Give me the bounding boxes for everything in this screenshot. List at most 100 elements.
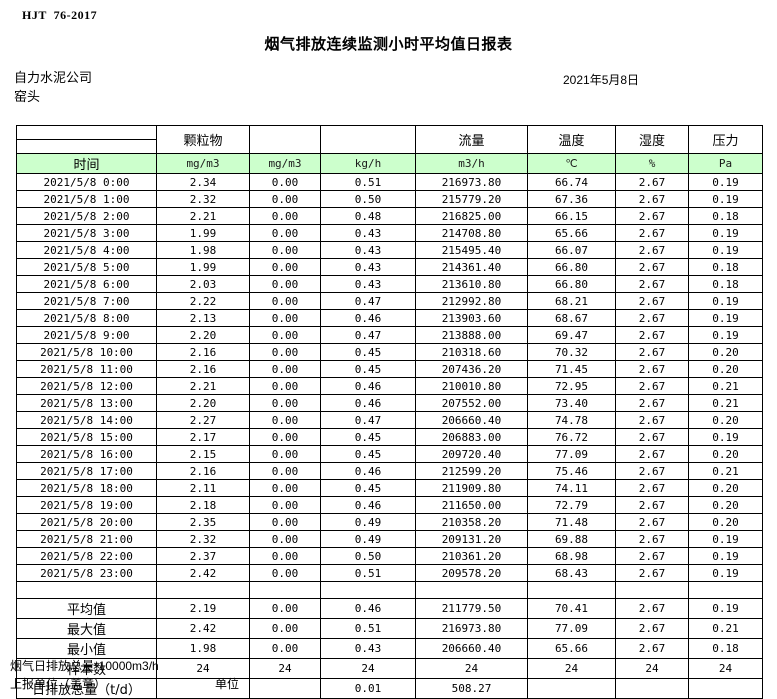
- table-row: 2021/5/8 8:00 2.13 0.00 0.46 213903.60 68.67 2…: [16, 309, 763, 327]
- cell-temperature: 74.11: [527, 479, 616, 497]
- cell-flow: 214361.40: [415, 258, 528, 276]
- footer-notes: 烟气日排放总量*10000m3/h 上报单位（盖章） 单位: [10, 657, 239, 693]
- cell-temperature: [527, 581, 616, 599]
- cell-temperature: 72.95: [527, 377, 616, 395]
- cell-pressure: 0.21: [688, 462, 763, 480]
- cell-temperature: 67.36: [527, 190, 616, 208]
- cell-temperature: 66.15: [527, 207, 616, 225]
- cell-flow: 209131.20: [415, 530, 528, 548]
- standard-code: HJT 76-2017: [22, 8, 98, 22]
- cell-particulate-mgm3-b: 0.00: [249, 258, 321, 276]
- table-group-header-row: 颗粒物 流量 温度 湿度 压力: [16, 125, 763, 154]
- cell-particulate-mgm3: 2.20: [156, 326, 250, 344]
- cell-particulate-mgm3-b: 0.00: [249, 173, 321, 191]
- cell-particulate-mgm3-b: 0.00: [249, 343, 321, 361]
- cell-time: 2021/5/8 22:00: [16, 547, 157, 565]
- cell-particulate-kgh: 0.45: [320, 343, 416, 361]
- cell-time: 2021/5/8 7:00: [16, 292, 157, 310]
- cell-particulate-kgh: 0.46: [320, 377, 416, 395]
- cell-particulate-mgm3: 2.11: [156, 479, 250, 497]
- cell-time: 2021/5/8 9:00: [16, 326, 157, 344]
- table-row: 2021/5/8 9:00 2.20 0.00 0.47 213888.00 69.47 2…: [16, 326, 763, 344]
- cell-particulate-mgm3: 2.35: [156, 513, 250, 531]
- cell-particulate-kgh: 0.49: [320, 530, 416, 548]
- cell-temperature: 72.79: [527, 496, 616, 514]
- cell-flow: 211779.50: [415, 598, 528, 619]
- cell-temperature: 69.88: [527, 530, 616, 548]
- cell-pressure: 0.19: [688, 241, 763, 259]
- page-title: 烟气排放连续监测小时平均值日报表: [264, 35, 513, 53]
- cell-flow: 215495.40: [415, 241, 528, 259]
- cell-flow: 213888.00: [415, 326, 528, 344]
- cell-pressure: 24: [688, 658, 763, 679]
- cell-pressure: 0.21: [688, 618, 763, 639]
- table-row: 2021/5/8 3:00 1.99 0.00 0.43 214708.80 65.66 2…: [16, 224, 763, 242]
- cell-particulate-mgm3: 2.21: [156, 377, 250, 395]
- cell-particulate-mgm3-b: [249, 581, 321, 599]
- cell-humidity: 2.67: [615, 411, 689, 429]
- cell-particulate-kgh: 0.46: [320, 394, 416, 412]
- table-row: 2021/5/8 16:00 2.15 0.00 0.45 209720.40 77.09…: [16, 445, 763, 463]
- column-header-unit-m3h: m3/h: [415, 153, 528, 174]
- cell-temperature: 71.48: [527, 513, 616, 531]
- cell-time: 日排放总量（t/d）: [16, 678, 157, 699]
- column-header-unit-celsius: ℃: [527, 153, 616, 174]
- cell-particulate-kgh: 0.43: [320, 258, 416, 276]
- table-row: 2021/5/8 6:00 2.03 0.00 0.43 213610.80 66.80 2…: [16, 275, 763, 293]
- cell-humidity: 2.67: [615, 445, 689, 463]
- cell-particulate-mgm3: 2.42: [156, 564, 250, 582]
- cell-flow: 212599.20: [415, 462, 528, 480]
- cell-flow: 210358.20: [415, 513, 528, 531]
- cell-pressure: 0.19: [688, 224, 763, 242]
- cell-particulate-mgm3: 2.32: [156, 530, 250, 548]
- cell-particulate-mgm3-b: 0.00: [249, 638, 321, 659]
- cell-temperature: 77.09: [527, 618, 616, 639]
- cell-humidity: 2.67: [615, 360, 689, 378]
- cell-humidity: 2.67: [615, 428, 689, 446]
- cell-pressure: 0.20: [688, 445, 763, 463]
- group-header-blank-3: [320, 125, 416, 154]
- cell-temperature: 66.80: [527, 275, 616, 293]
- cell-flow: 213610.80: [415, 275, 528, 293]
- cell-particulate-mgm3: 2.03: [156, 275, 250, 293]
- cell-temperature: 66.80: [527, 258, 616, 276]
- cell-humidity: [615, 678, 689, 699]
- cell-time: [16, 581, 157, 599]
- cell-pressure: 0.18: [688, 275, 763, 293]
- group-header-temperature: 温度: [527, 125, 616, 154]
- cell-particulate-mgm3-b: 0.00: [249, 207, 321, 225]
- cell-time: 2021/5/8 1:00: [16, 190, 157, 208]
- cell-humidity: 2.67: [615, 638, 689, 659]
- site-name: 窑头: [14, 89, 41, 104]
- cell-pressure: 0.19: [688, 292, 763, 310]
- cell-particulate-kgh: 0.47: [320, 326, 416, 344]
- cell-flow: 211650.00: [415, 496, 528, 514]
- cell-humidity: [615, 581, 689, 599]
- table-units-row: 时间 mg/m3 mg/m3 kg/h m3/h ℃ % Pa: [16, 153, 763, 174]
- table-row: 2021/5/8 18:00 2.11 0.00 0.45 211909.80 74.11…: [16, 479, 763, 497]
- table-row: 2021/5/8 15:00 2.17 0.00 0.45 206883.00 76.72…: [16, 428, 763, 446]
- cell-humidity: 2.67: [615, 207, 689, 225]
- footer-reporter-line: 上报单位（盖章） 单位: [10, 675, 239, 693]
- cell-time: 2021/5/8 19:00: [16, 496, 157, 514]
- footer-reporter-label: 上报单位（盖章）: [10, 677, 107, 691]
- cell-time: 2021/5/8 16:00: [16, 445, 157, 463]
- cell-particulate-kgh: 0.51: [320, 173, 416, 191]
- cell-particulate-mgm3-b: 0.00: [249, 224, 321, 242]
- cell-particulate-mgm3: 1.99: [156, 258, 250, 276]
- cell-pressure: 0.18: [688, 258, 763, 276]
- cell-humidity: 2.67: [615, 309, 689, 327]
- table-blank-row: [16, 581, 763, 599]
- cell-particulate-kgh: 0.43: [320, 275, 416, 293]
- cell-temperature: 69.47: [527, 326, 616, 344]
- cell-particulate-mgm3: 2.16: [156, 360, 250, 378]
- cell-particulate-mgm3-b: 0.00: [249, 479, 321, 497]
- cell-humidity: 2.67: [615, 479, 689, 497]
- cell-particulate-kgh: 24: [320, 658, 416, 679]
- cell-time: 2021/5/8 6:00: [16, 275, 157, 293]
- cell-flow: 207552.00: [415, 394, 528, 412]
- cell-particulate-mgm3-b: 0.00: [249, 513, 321, 531]
- cell-particulate-mgm3-b: 0.00: [249, 598, 321, 619]
- cell-particulate-mgm3-b: 0.00: [249, 309, 321, 327]
- column-header-time: 时间: [16, 153, 157, 174]
